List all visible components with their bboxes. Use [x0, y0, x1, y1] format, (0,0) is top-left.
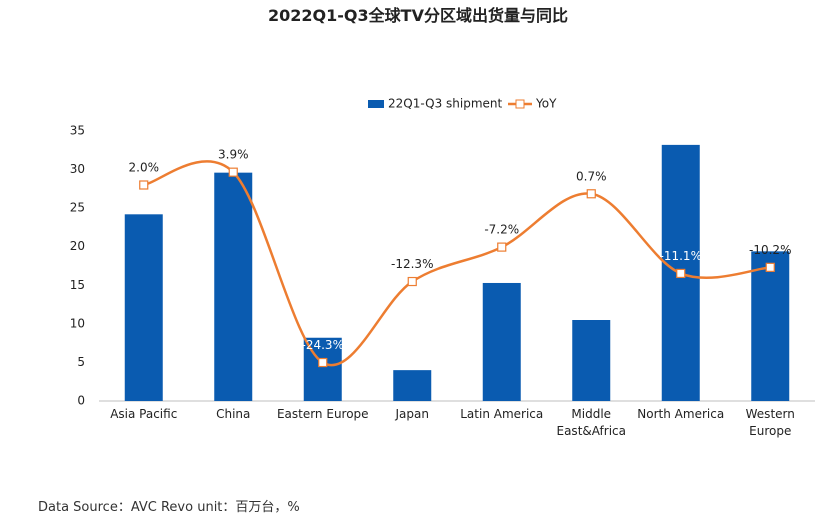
data-label: -11.1% — [660, 249, 702, 263]
bar — [751, 251, 790, 401]
yoy-marker — [318, 357, 328, 368]
x-tick-label: North America — [637, 407, 725, 421]
bar — [124, 214, 163, 401]
bar — [393, 370, 432, 401]
chart-title: 2022Q1-Q3全球TV分区域出货量与同比 — [268, 6, 568, 25]
data-label: -10.2% — [749, 243, 791, 257]
data-label: -24.3% — [302, 338, 344, 352]
x-tick-label: Western Europe — [745, 407, 795, 438]
yoy-marker — [497, 242, 507, 252]
x-tick-label: Eastern Europe — [276, 407, 369, 421]
legend-label: YoY — [535, 97, 557, 111]
bar — [572, 320, 611, 401]
data-label: -12.3% — [391, 257, 433, 271]
data-label: 2.0% — [129, 161, 160, 175]
x-tick-label: Latin America — [460, 407, 544, 421]
y-tick-label: 5 — [77, 355, 85, 369]
yoy-marker — [765, 262, 775, 272]
source-note: Data Source：AVC Revo unit：百万台，% — [38, 500, 300, 515]
y-tick-label: 30 — [70, 162, 85, 176]
data-label: 3.9% — [218, 148, 249, 162]
yoy-marker — [139, 180, 149, 190]
data-label: 0.7% — [576, 169, 607, 183]
y-tick-label: 0 — [77, 394, 85, 408]
y-tick-label: 35 — [70, 124, 85, 138]
bar — [214, 172, 253, 401]
bar — [482, 282, 521, 401]
y-tick-label: 10 — [70, 316, 85, 330]
data-label: -7.2% — [484, 223, 519, 237]
yoy-marker — [676, 268, 686, 279]
legend-label: 22Q1-Q3 shipment — [388, 97, 503, 111]
x-tick-label: China — [216, 407, 251, 421]
yoy-line — [143, 160, 771, 367]
yoy-marker — [407, 276, 417, 287]
legend-marker — [515, 99, 525, 109]
x-tick-label: Japan — [395, 407, 429, 421]
x-tick-label: Asia Pacific — [110, 407, 178, 421]
y-tick-label: 20 — [70, 239, 85, 253]
y-tick-label: 25 — [70, 201, 85, 215]
yoy-marker — [228, 167, 238, 177]
yoy-marker — [586, 189, 596, 199]
y-tick-label: 15 — [70, 278, 85, 292]
legend-swatch — [368, 100, 384, 108]
x-tick-label: Middle East&Africa — [556, 407, 626, 438]
